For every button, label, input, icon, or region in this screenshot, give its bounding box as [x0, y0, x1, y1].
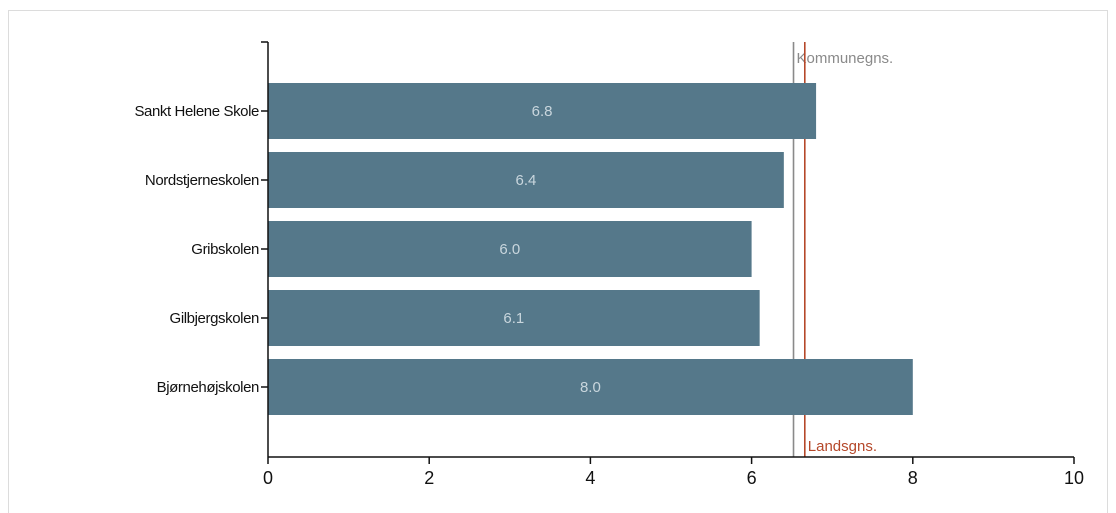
bar-value-label: 6.1: [503, 310, 524, 327]
bar: [268, 152, 784, 208]
bar-value-label: 8.0: [580, 379, 601, 396]
axes: Sankt Helene Skole Nordstjerneskolen Gribs…: [134, 41, 1084, 488]
category-label: Gilbjergskolen: [170, 310, 260, 327]
x-tick-label: 8: [908, 468, 918, 488]
bar: [268, 290, 760, 346]
x-tick-label: 10: [1064, 468, 1084, 488]
category-label: Bjørnehøjskolen: [157, 379, 259, 396]
reference-line-label: Kommunegns.: [797, 50, 894, 67]
bar: [268, 359, 913, 415]
x-tick-label: 0: [263, 468, 273, 488]
bars: 6.8 6.4 6.0 6.1 8.0: [268, 83, 913, 415]
bar-value-label: 6.4: [515, 172, 536, 189]
category-label: Gribskolen: [191, 241, 259, 258]
bar-value-label: 6.0: [499, 241, 520, 258]
bar-value-label: 6.8: [532, 103, 553, 120]
reference-line-label: Landsgns.: [808, 438, 877, 455]
x-tick-label: 2: [424, 468, 434, 488]
bar: [268, 83, 817, 139]
category-label: Sankt Helene Skole: [134, 103, 259, 120]
category-label: Nordstjerneskolen: [145, 172, 259, 189]
x-tick-label: 4: [585, 468, 595, 488]
chart-frame: [8, 10, 1108, 513]
x-tick-label: 6: [747, 468, 757, 488]
bar: [268, 221, 752, 277]
